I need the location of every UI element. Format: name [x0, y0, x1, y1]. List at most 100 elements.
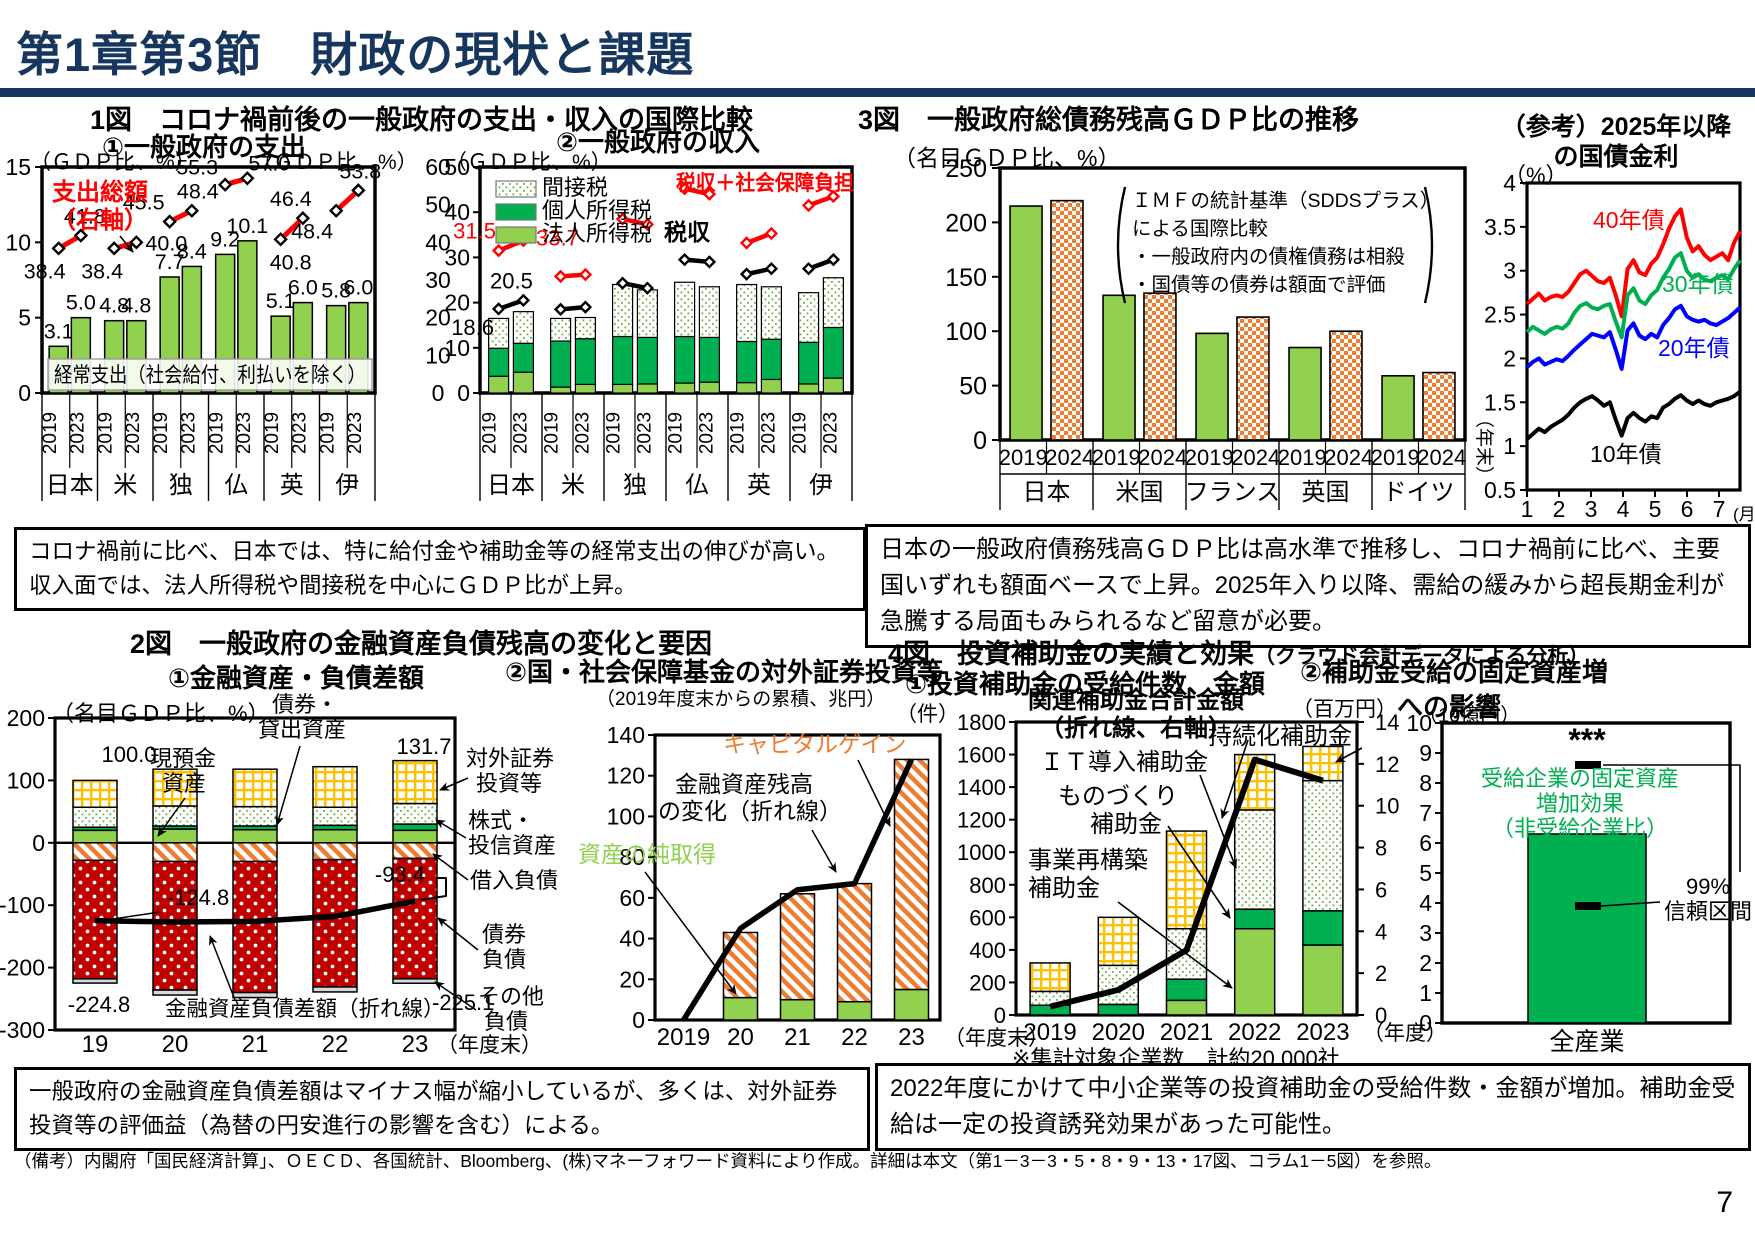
- bar-法人所得税: [822, 377, 844, 394]
- y-tick-left: 800: [969, 873, 1006, 898]
- x-country-label: 英: [280, 472, 304, 499]
- jgb-yields-svg: 0.511.522.533.541234567(月)40年債30年債20年債10…: [1484, 170, 1755, 524]
- bar-現預金資産: [312, 828, 358, 844]
- x-year-label: 2019: [728, 412, 749, 454]
- x-tick: 23: [898, 1024, 925, 1051]
- y-tick: 0: [1419, 1010, 1432, 1036]
- bar-間接税: [574, 316, 597, 340]
- x-year-label: 2019: [317, 412, 338, 454]
- y-tick: 100: [7, 767, 45, 793]
- fig2-subtitle-left: ①金融資産・負債差額: [168, 663, 425, 693]
- y-tick-left: 10: [5, 229, 31, 255]
- fig4-subtitle-right-2-text: への影響: [1397, 692, 1502, 722]
- bar-2024: [1329, 330, 1363, 441]
- bar-ものづくり補助金: [1097, 1003, 1140, 1016]
- x-year-label: 2024: [1324, 445, 1373, 470]
- chart-debt-gdp: 0 50 100 150 200 250 2019 2024 日本 2019 2024 米国 2019 2…: [880, 135, 1495, 535]
- bar-法人所得税: [612, 383, 634, 394]
- bar-個人所得税: [822, 326, 844, 379]
- fig3-ref-title-line1: （参考）2025年以降: [1500, 113, 1732, 141]
- bar-現預金資産: [152, 828, 198, 844]
- y-tick: 20: [444, 290, 470, 316]
- y-tick: 20: [619, 966, 645, 992]
- y-tick: 50: [444, 154, 470, 180]
- bar-value-label: 4.8: [99, 294, 129, 318]
- note-line: ＩＭＦの統計基準（SDDSプラス）: [1132, 190, 1439, 212]
- ci-label: 99%: [1686, 874, 1730, 899]
- bar-債券負債: [312, 858, 358, 988]
- bar-2019: [1288, 346, 1322, 441]
- y-tick: 200: [945, 209, 987, 237]
- y-tick-right: 10: [1375, 794, 1399, 819]
- axis-unit-subsidy-left: （件）: [896, 703, 959, 726]
- y-tick-right: 30: [425, 267, 451, 293]
- line-value-label: 45.5: [123, 191, 165, 215]
- value-label: 131.7: [396, 734, 451, 759]
- bar-個人所得税: [674, 335, 696, 384]
- line-value-label: 46.4: [270, 187, 312, 211]
- x-tick: 20: [162, 1031, 189, 1058]
- x-year-label: 2019: [1092, 445, 1141, 470]
- axis-unit-effect: （百万円）: [1292, 698, 1397, 721]
- bar-2019: [1195, 332, 1229, 441]
- bar-個人所得税: [512, 342, 535, 373]
- x-country-label: フランス: [1185, 479, 1281, 506]
- y-tick: 100: [607, 803, 645, 829]
- line-value-label: 55.3: [176, 156, 218, 180]
- y-tick-left: 1600: [957, 743, 1006, 768]
- fig3-ref-title-line2: の国債金利: [1553, 143, 1679, 171]
- x-country-label: 日本: [487, 472, 535, 499]
- diamond-marker: [491, 243, 506, 258]
- bar-法人所得税: [574, 383, 597, 394]
- fig3-ref-title: （参考）2025年以降 の国債金利: [1480, 112, 1752, 172]
- y-tick: 4: [1419, 890, 1432, 916]
- bar-value-label: 7.7: [155, 250, 185, 274]
- chart-jgb-yields: 0.511.522.533.541234567(月)40年債30年債20年債10…: [1340, 100, 1755, 530]
- x-axis-unit: （年度）: [1363, 1022, 1447, 1045]
- bar-label: 受給企業の固定資産: [1481, 766, 1679, 791]
- diamond-marker: [640, 217, 655, 232]
- diamond-marker: [295, 211, 311, 226]
- x-year-label: 2019: [604, 412, 625, 454]
- value-label: -93.4: [375, 862, 425, 887]
- plot-frame: [478, 165, 854, 395]
- x-year-label: 2019: [95, 412, 116, 454]
- bar-対外証券投資等: [232, 768, 278, 808]
- y-tick: 4: [1503, 170, 1516, 196]
- x-tick: 20: [727, 1024, 754, 1051]
- bar-value-label: 6.0: [343, 276, 373, 300]
- x-tick: 23: [402, 1031, 429, 1058]
- y-tick: 2: [1419, 950, 1432, 976]
- x-tick: 2022: [1228, 1019, 1281, 1046]
- y-tick: 120: [607, 763, 645, 789]
- bar-value-label: 5.1: [266, 289, 296, 313]
- y-tick: 250: [945, 155, 987, 183]
- annotation: 現預金: [150, 746, 216, 771]
- x-country-label: 米: [561, 472, 585, 499]
- page-title: 第1章第3節 財政の現状と課題: [16, 28, 695, 81]
- ci-label: 信頼区間: [1664, 899, 1752, 924]
- bar-2024: [1143, 292, 1177, 441]
- annotation: 対外証券: [466, 746, 554, 771]
- bar-間接税: [612, 283, 634, 338]
- bar-series-label: 経常支出（社会給付、利払いを除く）: [54, 364, 366, 387]
- y-tick-right: 2: [1375, 961, 1387, 986]
- bar-その他負債: [312, 986, 358, 993]
- x-tick: 2020: [1092, 1019, 1145, 1046]
- bar-間接税: [487, 317, 510, 349]
- y-tick: 200: [7, 705, 45, 731]
- bar-2019: [1381, 375, 1415, 441]
- y-tick-right: 40: [425, 229, 451, 255]
- x-country-label: 英国: [1302, 479, 1350, 506]
- line-series-label: 支出総額: [52, 178, 148, 206]
- x-tick: 19: [82, 1031, 109, 1058]
- bar-value-label: 4.8: [121, 294, 151, 318]
- x-year-label: 2019: [480, 412, 501, 454]
- bar-法人所得税: [512, 371, 535, 394]
- y-tick-left: 1800: [957, 710, 1006, 735]
- line-series-label: の変化（折れ線）: [658, 798, 842, 824]
- x-tick: 2019: [1023, 1019, 1076, 1046]
- ci-low-marker: [1575, 902, 1601, 910]
- y-tick: 0: [32, 830, 45, 856]
